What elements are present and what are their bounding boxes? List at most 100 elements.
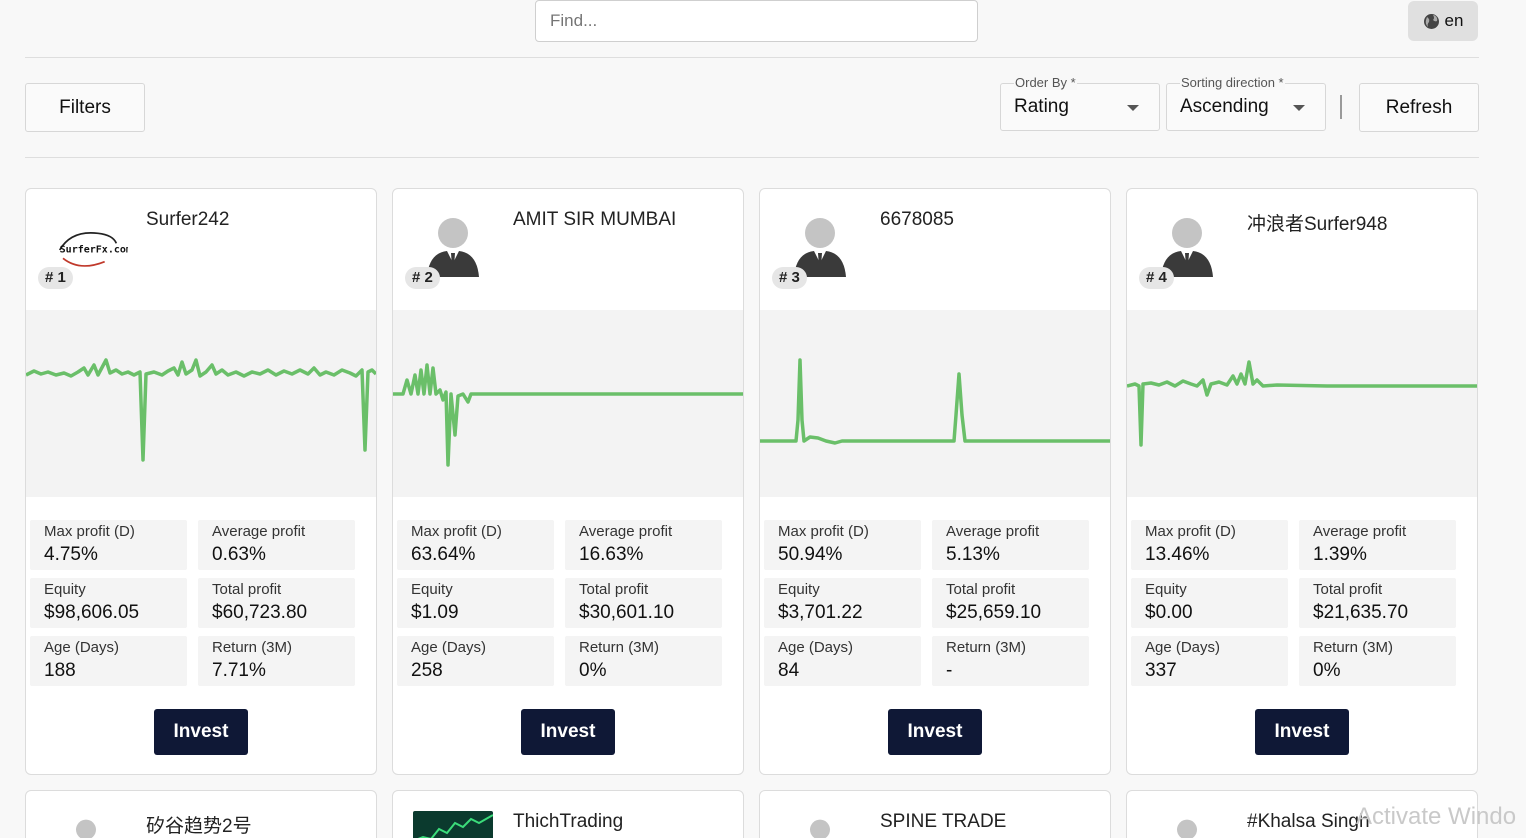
stat-label: Total profit [212, 581, 282, 598]
stat-label: Age (Days) [1145, 639, 1221, 656]
stat-value: 0% [1313, 660, 1341, 681]
trader-name: #Khalsa Singh [1247, 811, 1370, 832]
stat-label: Average profit [579, 523, 673, 540]
stat-value: 0.63% [212, 544, 266, 565]
stat-equity: Equity $98,606.05 [30, 578, 187, 628]
profit-sparkline [393, 363, 743, 467]
trader-name: ThichTrading [513, 811, 624, 832]
rank-badge: # 2 [405, 267, 440, 289]
chart-thumbnail-icon [417, 814, 493, 838]
stat-value: 84 [778, 660, 800, 681]
stat-average-profit: Average profit 5.13% [932, 520, 1089, 570]
stat-total-profit: Total profit $60,723.80 [198, 578, 355, 628]
profit-chart [393, 310, 743, 497]
invest-button[interactable]: Invest [888, 709, 982, 755]
stat-label: Equity [778, 581, 820, 598]
trader-card[interactable]: # 2 AMIT SIR MUMBAI Max profit (D) 63.64… [392, 188, 744, 775]
caret-down-icon [1293, 105, 1305, 111]
user-icon [794, 218, 846, 277]
rank-badge: # 4 [1139, 267, 1174, 289]
toolbar-separator [1340, 95, 1342, 119]
trader-name: 6678085 [880, 209, 954, 230]
trader-card[interactable]: # 3 6678085 Max profit (D) 50.94% Averag… [759, 188, 1111, 775]
stat-total-profit: Total profit $25,659.10 [932, 578, 1089, 628]
invest-button[interactable]: Invest [154, 709, 248, 755]
toolbar-divider [25, 157, 1479, 158]
profit-chart [26, 310, 376, 497]
sorting-direction-select[interactable]: Sorting direction * Ascending [1166, 75, 1326, 131]
trader-card[interactable]: ThichTrading [392, 790, 744, 838]
stat-value: 16.63% [579, 544, 644, 565]
stat-max-profit: Max profit (D) 13.46% [1131, 520, 1288, 570]
stat-age: Age (Days) 258 [397, 636, 554, 686]
stat-return: Return (3M) 0% [565, 636, 722, 686]
rank-badge: # 3 [772, 267, 807, 289]
stat-label: Max profit (D) [411, 523, 502, 540]
stat-label: Return (3M) [579, 639, 660, 656]
user-icon [427, 218, 479, 277]
filters-button[interactable]: Filters [25, 83, 145, 132]
stat-value: $0.00 [1145, 602, 1193, 623]
trader-name: SPINE TRADE [880, 811, 1007, 832]
stat-equity: Equity $3,701.22 [764, 578, 921, 628]
stat-label: Return (3M) [212, 639, 293, 656]
stat-label: Average profit [1313, 523, 1407, 540]
language-button[interactable]: en [1408, 1, 1478, 41]
trader-card[interactable]: 矽谷趋势2号 [25, 790, 377, 838]
trader-thumbnail [413, 811, 493, 838]
stat-value: 1.39% [1313, 544, 1367, 565]
stat-value: 50.94% [778, 544, 843, 565]
stat-value: 258 [411, 660, 443, 681]
stat-label: Max profit (D) [1145, 523, 1236, 540]
trader-card[interactable]: # 4 冲浪者Surfer948 Max profit (D) 13.46% A… [1126, 188, 1478, 775]
stat-label: Total profit [946, 581, 1016, 598]
search-input[interactable] [535, 0, 978, 42]
stat-value: 0% [579, 660, 607, 681]
trader-card[interactable]: SurferFx.com # 1 Surfer242 Max profit (D… [25, 188, 377, 775]
stat-label: Max profit (D) [44, 523, 135, 540]
profit-chart [1127, 310, 1477, 497]
caret-down-icon [1127, 105, 1139, 111]
stat-value: 4.75% [44, 544, 98, 565]
invest-button[interactable]: Invest [521, 709, 615, 755]
stat-max-profit: Max profit (D) 4.75% [30, 520, 187, 570]
refresh-button[interactable]: Refresh [1359, 83, 1479, 132]
stat-value: $30,601.10 [579, 602, 675, 623]
order-by-select[interactable]: Order By * Rating [1000, 75, 1160, 131]
stat-value: 188 [44, 660, 76, 681]
stat-value: 13.46% [1145, 544, 1210, 565]
rank-badge: # 1 [38, 267, 73, 289]
stat-max-profit: Max profit (D) 50.94% [764, 520, 921, 570]
logo-text: SurferFx.com [60, 245, 128, 256]
stat-label: Age (Days) [44, 639, 120, 656]
trader-name: 冲浪者Surfer948 [1247, 214, 1388, 235]
stat-label: Age (Days) [778, 639, 854, 656]
stat-value: $60,723.80 [212, 602, 308, 623]
stat-label: Equity [44, 581, 86, 598]
stat-average-profit: Average profit 16.63% [565, 520, 722, 570]
stat-label: Return (3M) [946, 639, 1027, 656]
sorting-direction-label: Sorting direction * [1180, 75, 1285, 90]
trader-name: 矽谷趋势2号 [146, 816, 252, 837]
sorting-direction-value: Ascending [1180, 96, 1269, 117]
stat-value: $98,606.05 [44, 602, 140, 623]
stat-label: Equity [1145, 581, 1187, 598]
stat-label: Average profit [212, 523, 306, 540]
user-icon [76, 819, 96, 838]
profit-sparkline [26, 358, 376, 462]
trader-card[interactable]: SPINE TRADE [759, 790, 1111, 838]
stat-value: $25,659.10 [946, 602, 1042, 623]
trader-card[interactable]: #Khalsa Singh [1126, 790, 1478, 838]
stat-label: Equity [411, 581, 453, 598]
stat-label: Max profit (D) [778, 523, 869, 540]
stat-return: Return (3M) - [932, 636, 1089, 686]
stat-return: Return (3M) 7.71% [198, 636, 355, 686]
stat-equity: Equity $0.00 [1131, 578, 1288, 628]
profit-sparkline [1127, 360, 1477, 447]
stat-value: $1.09 [411, 602, 459, 623]
stat-return: Return (3M) 0% [1299, 636, 1456, 686]
stat-label: Age (Days) [411, 639, 487, 656]
stat-value: $3,701.22 [778, 602, 863, 623]
user-icon [810, 819, 830, 838]
invest-button[interactable]: Invest [1255, 709, 1349, 755]
